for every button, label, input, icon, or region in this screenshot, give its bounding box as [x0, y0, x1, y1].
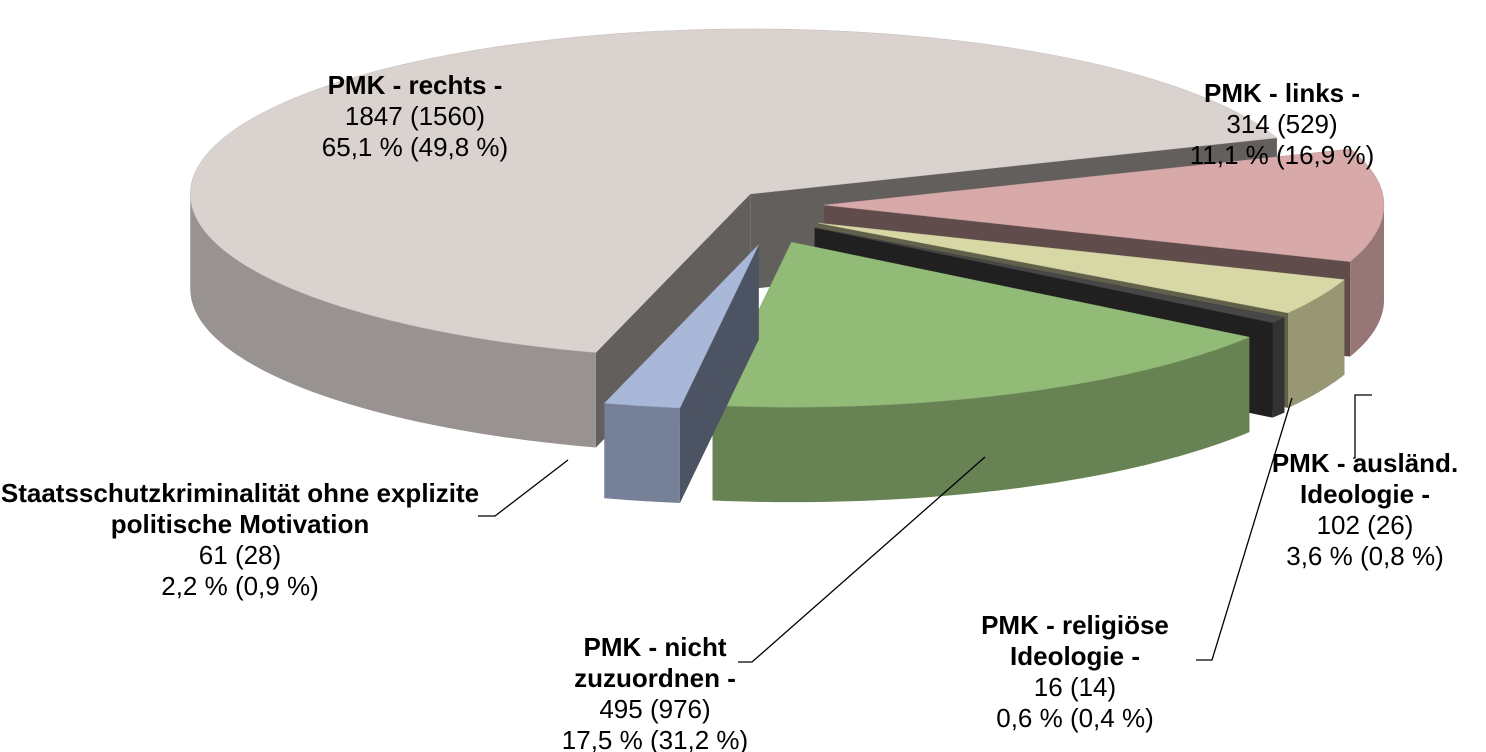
- value-label: 11,1 % (16,9 %): [1189, 140, 1375, 170]
- slice-side: [712, 337, 1250, 503]
- slice-label: PMK - links -314 (529) 11,1 % (16,9 %): [1132, 78, 1432, 171]
- category-label: PMK - ausländ. Ideologie -: [1271, 448, 1459, 509]
- count-label: 314 (529): [1226, 109, 1338, 139]
- pie-slice: [814, 227, 1286, 323]
- leader-line: [738, 456, 986, 663]
- leader-line: [1353, 394, 1372, 459]
- category-label: PMK - religiöse Ideologie -: [981, 610, 1169, 671]
- pie-slice: [603, 244, 759, 409]
- count-label: 495 (976): [599, 694, 711, 724]
- pie-slice: [190, 28, 1278, 353]
- slice-label: PMK - religiöse Ideologie -16 (14) 0,6 % …: [945, 610, 1205, 734]
- leader-line: [1196, 397, 1293, 661]
- pie-slice: [823, 148, 1385, 262]
- value-label: 2,2 % (0,9 %): [161, 571, 319, 601]
- slice-side: [1272, 317, 1285, 418]
- category-label: PMK - nicht zuzuordnen -: [574, 632, 736, 693]
- slice-label: Staatsschutzkriminalität ohne explizite …: [0, 478, 480, 602]
- slice-side: [1350, 205, 1384, 357]
- value-label: 17,5 % (31,2 %): [561, 725, 749, 752]
- leader-line: [478, 459, 569, 517]
- value-label: 65,1 % (49,8 %): [321, 132, 509, 162]
- count-label: 16 (14): [1033, 672, 1117, 702]
- value-label: 3,6 % (0,8 %): [1286, 541, 1444, 571]
- pie-slice: [712, 241, 1251, 408]
- pie-slice: [818, 222, 1346, 314]
- slice-label: PMK - nicht zuzuordnen -495 (976) 17,5 % …: [550, 632, 760, 752]
- category-label: Staatsschutzkriminalität ohne explizite …: [0, 478, 480, 539]
- count-label: 61 (28): [198, 540, 282, 570]
- slice-label: PMK - ausländ. Ideologie -102 (26) 3,6 % …: [1240, 448, 1486, 572]
- slice-side: [604, 403, 680, 503]
- slice-side: [1288, 279, 1345, 408]
- category-label: PMK - links -: [1203, 78, 1360, 108]
- slice-label: PMK - rechts -1847 (1560) 65,1 % (49,8 %): [215, 70, 615, 163]
- value-label: 0,6 % (0,4 %): [996, 703, 1154, 733]
- count-label: 1847 (1560): [344, 101, 486, 131]
- count-label: 102 (26): [1316, 510, 1414, 540]
- slice-side: [190, 193, 596, 448]
- category-label: PMK - rechts -: [327, 70, 503, 100]
